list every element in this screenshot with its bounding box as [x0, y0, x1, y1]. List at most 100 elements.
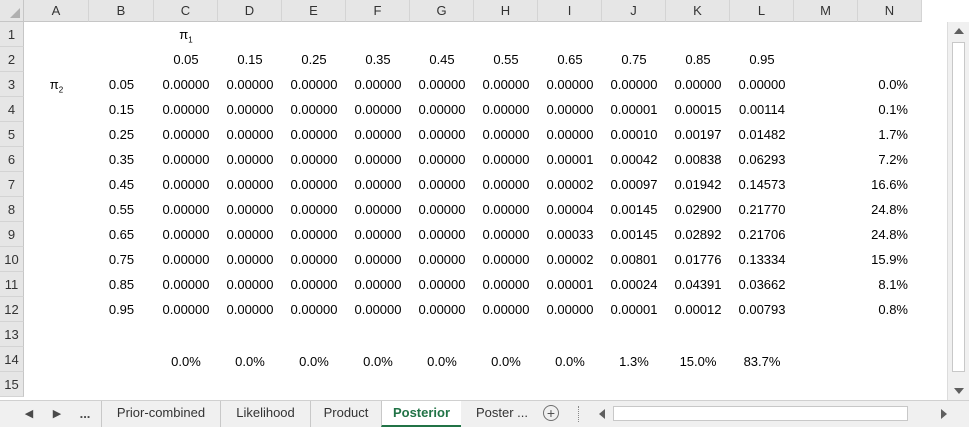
column-total-cell: 0.0% — [427, 354, 457, 369]
column-header-m[interactable]: M — [794, 0, 858, 22]
scroll-down-icon[interactable] — [954, 388, 964, 394]
row-header-14[interactable]: 14 — [0, 347, 24, 372]
posterior-cell: 0.00033 — [546, 227, 594, 242]
row-header-1[interactable]: 1 — [0, 22, 24, 47]
posterior-cell: 0.00000 — [162, 77, 210, 92]
row-total-cell: 1.7% — [878, 127, 908, 142]
add-sheet-icon[interactable]: + — [543, 405, 559, 421]
row-header-4[interactable]: 4 — [0, 97, 24, 122]
scroll-up-icon[interactable] — [954, 28, 964, 34]
posterior-cell: 0.06293 — [738, 152, 786, 167]
column-header-n[interactable]: N — [858, 0, 922, 22]
column-total-cell: 15.0% — [679, 354, 717, 369]
posterior-cell: 0.02900 — [674, 202, 722, 217]
posterior-cell: 0.00000 — [290, 277, 338, 292]
row-header-15[interactable]: 15 — [0, 372, 24, 397]
scroll-right-icon[interactable] — [941, 409, 947, 419]
column-total-cell: 1.3% — [619, 354, 649, 369]
row-header-13[interactable]: 13 — [0, 322, 24, 347]
posterior-cell: 0.00000 — [354, 77, 402, 92]
posterior-cell: 0.00000 — [482, 152, 530, 167]
row-header-8[interactable]: 8 — [0, 197, 24, 222]
posterior-cell: 0.00010 — [610, 127, 658, 142]
column-header-e[interactable]: E — [282, 0, 346, 22]
more-sheets-button[interactable]: ... — [79, 406, 91, 421]
posterior-cell: 0.00002 — [546, 252, 594, 267]
posterior-cell: 0.00004 — [546, 202, 594, 217]
posterior-cell: 0.00000 — [290, 202, 338, 217]
horizontal-scroll-thumb[interactable] — [613, 406, 908, 421]
posterior-cell: 0.00000 — [482, 127, 530, 142]
row-header-5[interactable]: 5 — [0, 122, 24, 147]
posterior-cell: 0.00000 — [546, 302, 594, 317]
pi1-value-cell: 0.35 — [365, 52, 391, 67]
tab-prior-combined[interactable]: Prior-combined — [101, 401, 220, 427]
column-total-cell: 0.0% — [235, 354, 265, 369]
posterior-cell: 0.21770 — [738, 202, 786, 217]
column-header-i[interactable]: I — [538, 0, 602, 22]
posterior-cell: 0.00000 — [546, 127, 594, 142]
tab-product[interactable]: Product — [310, 401, 381, 427]
pi1-value-cell: 0.95 — [749, 52, 775, 67]
row-header-12[interactable]: 12 — [0, 297, 24, 322]
row-header-2[interactable]: 2 — [0, 47, 24, 72]
row-total-cell: 7.2% — [878, 152, 908, 167]
posterior-cell: 0.00000 — [354, 277, 402, 292]
posterior-cell: 0.00000 — [482, 302, 530, 317]
posterior-cell: 0.00000 — [162, 202, 210, 217]
posterior-cell: 0.00000 — [482, 252, 530, 267]
row-total-cell: 0.8% — [878, 302, 908, 317]
cell-area[interactable]: π1 π2 0.05 0.15 0.25 0.35 0.45 0.55 0.65 0.75 0.85… — [24, 22, 947, 397]
tab-split-handle[interactable] — [578, 406, 581, 422]
vertical-scroll-thumb[interactable] — [952, 42, 965, 372]
posterior-cell: 0.00000 — [290, 252, 338, 267]
posterior-cell: 0.00000 — [290, 102, 338, 117]
row-header-7[interactable]: 7 — [0, 172, 24, 197]
column-header-c[interactable]: C — [154, 0, 218, 22]
posterior-cell: 0.00000 — [162, 277, 210, 292]
select-all-corner[interactable] — [0, 0, 24, 22]
tab-posterior-overflow[interactable]: Poster ... — [475, 405, 529, 420]
row-header-6[interactable]: 6 — [0, 147, 24, 172]
prev-sheet-button[interactable]: ◀ — [24, 408, 34, 420]
pi1-symbol: π — [179, 27, 189, 42]
column-header-b[interactable]: B — [89, 0, 154, 22]
scroll-left-icon[interactable] — [599, 409, 605, 419]
posterior-cell: 0.00000 — [354, 127, 402, 142]
posterior-cell: 0.00042 — [610, 152, 658, 167]
column-header-k[interactable]: K — [666, 0, 730, 22]
posterior-cell: 0.00000 — [162, 127, 210, 142]
column-header-f[interactable]: F — [346, 0, 410, 22]
row-total-cell: 16.6% — [871, 177, 908, 192]
posterior-cell: 0.00000 — [354, 302, 402, 317]
row-total-cell: 8.1% — [878, 277, 908, 292]
posterior-cell: 0.00000 — [418, 277, 466, 292]
tab-likelihood[interactable]: Likelihood — [220, 401, 310, 427]
posterior-cell: 0.00000 — [354, 202, 402, 217]
posterior-cell: 0.00015 — [674, 102, 722, 117]
posterior-cell: 0.00000 — [226, 252, 274, 267]
next-sheet-button[interactable]: ▶ — [52, 408, 62, 420]
posterior-cell: 0.00000 — [162, 302, 210, 317]
row-header-11[interactable]: 11 — [0, 272, 24, 297]
column-header-d[interactable]: D — [218, 0, 282, 22]
vertical-scrollbar[interactable] — [947, 22, 969, 400]
posterior-cell: 0.00793 — [738, 302, 786, 317]
sheet-tab-bar: ◀ ▶ ... Prior-combined Likelihood Produc… — [0, 400, 969, 427]
column-header-g[interactable]: G — [410, 0, 474, 22]
posterior-cell: 0.01942 — [674, 177, 722, 192]
posterior-cell: 0.00145 — [610, 202, 658, 217]
tab-posterior[interactable]: Posterior — [381, 401, 461, 427]
row-header-3[interactable]: 3 — [0, 72, 24, 97]
column-header-j[interactable]: J — [602, 0, 666, 22]
column-header-l[interactable]: L — [730, 0, 794, 22]
row-total-cell: 0.0% — [878, 77, 908, 92]
posterior-cell: 0.00000 — [354, 102, 402, 117]
row-header-9[interactable]: 9 — [0, 222, 24, 247]
pi1-value-cell: 0.25 — [301, 52, 327, 67]
column-header-h[interactable]: H — [474, 0, 538, 22]
posterior-cell: 0.00145 — [610, 227, 658, 242]
row-header-10[interactable]: 10 — [0, 247, 24, 272]
column-header-a[interactable]: A — [24, 0, 89, 22]
horizontal-scrollbar[interactable] — [597, 405, 949, 423]
